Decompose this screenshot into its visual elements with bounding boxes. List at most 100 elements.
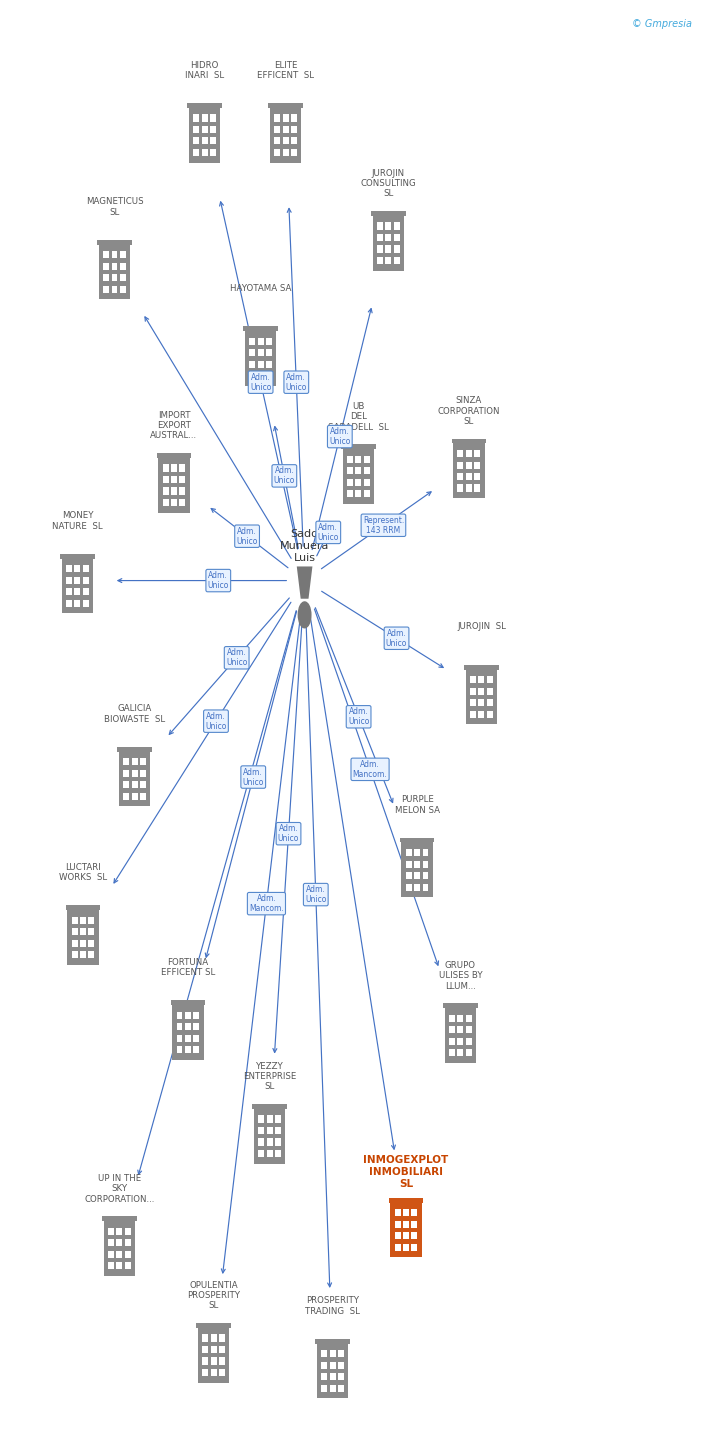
Bar bbox=[245, 332, 277, 386]
Text: LUCTARI
WORKS  SL: LUCTARI WORKS SL bbox=[59, 863, 107, 882]
Bar bbox=[385, 258, 392, 263]
Bar bbox=[449, 1014, 455, 1021]
Bar bbox=[162, 476, 168, 483]
Text: SINZA
CORPORATION
SL: SINZA CORPORATION SL bbox=[438, 396, 500, 426]
Bar bbox=[158, 458, 189, 512]
Bar bbox=[117, 746, 152, 752]
Bar bbox=[274, 127, 280, 132]
Bar bbox=[103, 252, 109, 259]
Bar bbox=[338, 1385, 344, 1392]
Bar bbox=[453, 444, 485, 498]
Bar bbox=[347, 479, 353, 486]
Bar bbox=[103, 1221, 135, 1276]
Bar bbox=[394, 246, 400, 253]
Bar bbox=[395, 1221, 400, 1228]
Bar bbox=[422, 860, 429, 867]
Text: Adm.
Unico: Adm. Unico bbox=[250, 372, 272, 391]
Text: Adm.
Unico: Adm. Unico bbox=[285, 372, 307, 391]
Text: ELITE
EFFICENT  SL: ELITE EFFICENT SL bbox=[257, 61, 314, 80]
Bar bbox=[338, 1362, 344, 1369]
Bar bbox=[219, 1334, 225, 1342]
Text: UP IN THE
SKY
CORPORATION...: UP IN THE SKY CORPORATION... bbox=[84, 1174, 154, 1203]
Bar bbox=[108, 1263, 114, 1269]
Bar bbox=[457, 1014, 464, 1021]
Text: Adm.
Unico: Adm. Unico bbox=[226, 649, 248, 668]
Bar bbox=[466, 461, 472, 469]
Bar bbox=[193, 137, 199, 144]
Bar bbox=[120, 263, 126, 269]
Text: Adm.
Unico: Adm. Unico bbox=[317, 522, 339, 541]
Bar bbox=[83, 599, 89, 607]
Bar bbox=[210, 115, 216, 122]
Bar bbox=[210, 127, 216, 132]
Bar bbox=[291, 115, 297, 122]
Bar bbox=[394, 223, 400, 230]
Bar bbox=[474, 461, 480, 469]
Bar bbox=[364, 490, 370, 498]
Text: IMPORT
EXPORT
AUSTRAL...: IMPORT EXPORT AUSTRAL... bbox=[151, 410, 197, 441]
Bar bbox=[274, 148, 280, 156]
Bar bbox=[193, 1046, 199, 1053]
Bar bbox=[411, 1244, 417, 1251]
Bar bbox=[466, 1026, 472, 1033]
Bar bbox=[414, 872, 420, 879]
Bar bbox=[321, 1385, 327, 1392]
Bar bbox=[171, 476, 177, 483]
Bar bbox=[176, 1035, 183, 1042]
Bar bbox=[282, 148, 289, 156]
Bar bbox=[282, 115, 289, 122]
Bar bbox=[466, 485, 472, 492]
Bar bbox=[249, 361, 256, 368]
Bar bbox=[478, 710, 484, 717]
Bar bbox=[193, 1023, 199, 1030]
Bar bbox=[411, 1221, 417, 1228]
Bar bbox=[266, 1128, 273, 1133]
Bar bbox=[355, 490, 361, 498]
Bar bbox=[258, 1116, 264, 1123]
Bar bbox=[249, 372, 256, 380]
Text: Adm.
Unico: Adm. Unico bbox=[305, 885, 326, 904]
Bar bbox=[123, 781, 130, 789]
Text: JUROJIN
CONSULTING
SL: JUROJIN CONSULTING SL bbox=[360, 169, 416, 198]
Bar bbox=[124, 1251, 131, 1259]
Bar bbox=[405, 860, 412, 867]
Bar bbox=[141, 770, 146, 777]
Bar bbox=[364, 455, 370, 463]
Bar bbox=[111, 285, 117, 292]
Bar bbox=[395, 1244, 400, 1251]
Bar bbox=[422, 872, 429, 879]
Text: Adm.
Unico: Adm. Unico bbox=[278, 824, 299, 844]
Bar bbox=[487, 710, 493, 717]
Bar bbox=[197, 1323, 231, 1328]
Bar bbox=[219, 1369, 225, 1376]
Bar bbox=[338, 1350, 344, 1358]
Bar bbox=[111, 274, 117, 281]
Bar bbox=[457, 461, 464, 469]
Bar bbox=[266, 361, 272, 368]
Bar bbox=[414, 850, 420, 856]
Bar bbox=[185, 1046, 191, 1053]
Bar bbox=[385, 246, 392, 253]
Bar bbox=[347, 455, 353, 463]
Bar bbox=[193, 115, 199, 122]
Bar bbox=[466, 1014, 472, 1021]
Bar bbox=[88, 940, 95, 947]
Bar bbox=[377, 223, 383, 230]
Bar bbox=[377, 234, 383, 242]
Bar bbox=[405, 872, 412, 879]
Bar bbox=[266, 1138, 273, 1145]
Bar bbox=[321, 1350, 327, 1358]
Bar bbox=[210, 1358, 217, 1365]
Bar bbox=[88, 917, 95, 924]
Bar bbox=[395, 1232, 400, 1240]
Bar bbox=[108, 1228, 114, 1235]
Text: Represent.
143 RRM: Represent. 143 RRM bbox=[363, 515, 404, 535]
Bar bbox=[210, 1369, 217, 1376]
Bar bbox=[275, 1138, 281, 1145]
Bar bbox=[330, 1362, 336, 1369]
Text: PROSPERITY
TRADING  SL: PROSPERITY TRADING SL bbox=[305, 1296, 360, 1315]
Bar bbox=[449, 1026, 455, 1033]
Bar bbox=[171, 464, 177, 471]
Bar bbox=[355, 467, 361, 474]
Text: Adm.
Unico: Adm. Unico bbox=[205, 711, 226, 730]
